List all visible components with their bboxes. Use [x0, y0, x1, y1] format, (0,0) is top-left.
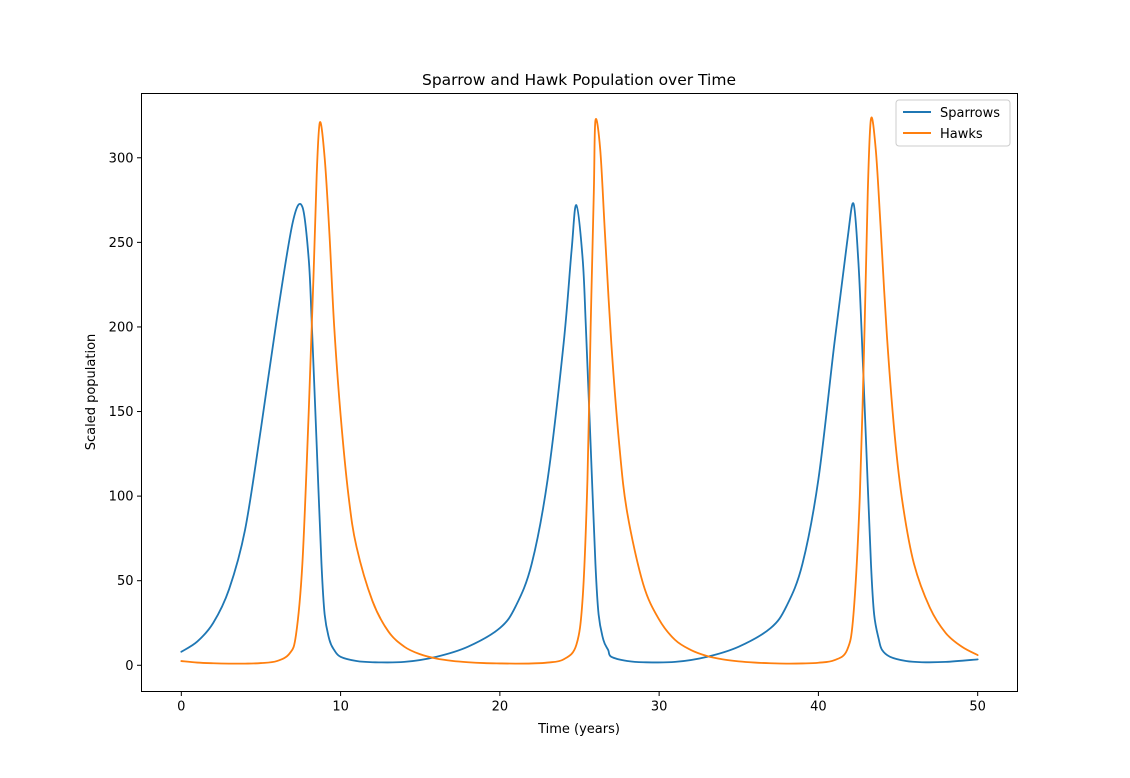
- series-layer: [180, 116, 979, 665]
- x-tick-label: 40: [810, 700, 827, 715]
- y-tick-label: 250: [109, 236, 134, 251]
- legend: Sparrows Hawks: [895, 99, 1011, 147]
- plot-area: [141, 93, 1018, 692]
- y-tick-label: 50: [117, 574, 134, 589]
- x-tick-label: 30: [651, 700, 668, 715]
- legend-label-hawks: Hawks: [940, 127, 983, 142]
- plot-frame: [141, 93, 1018, 692]
- y-tick-label: 150: [109, 405, 134, 420]
- x-axis: 0 10 20 30 40 50: [177, 691, 986, 715]
- x-tick-label: 0: [177, 700, 185, 715]
- x-tick-label: 20: [492, 700, 509, 715]
- chart-title: Sparrow and Hawk Population over Time: [422, 71, 736, 89]
- y-tick-label: 100: [109, 490, 134, 505]
- x-axis-label: Time (years): [537, 722, 620, 737]
- x-tick-label: 50: [969, 700, 986, 715]
- y-axis: 0 50 100 150 200 250 300: [109, 151, 142, 674]
- y-tick-label: 300: [109, 151, 134, 166]
- legend-label-sparrows: Sparrows: [940, 106, 1000, 121]
- y-tick-label: 200: [109, 320, 134, 335]
- x-tick-label: 10: [332, 700, 349, 715]
- y-axis-label: Scaled population: [84, 334, 99, 451]
- series-line-hawks: [180, 116, 979, 665]
- y-tick-label: 0: [125, 659, 133, 674]
